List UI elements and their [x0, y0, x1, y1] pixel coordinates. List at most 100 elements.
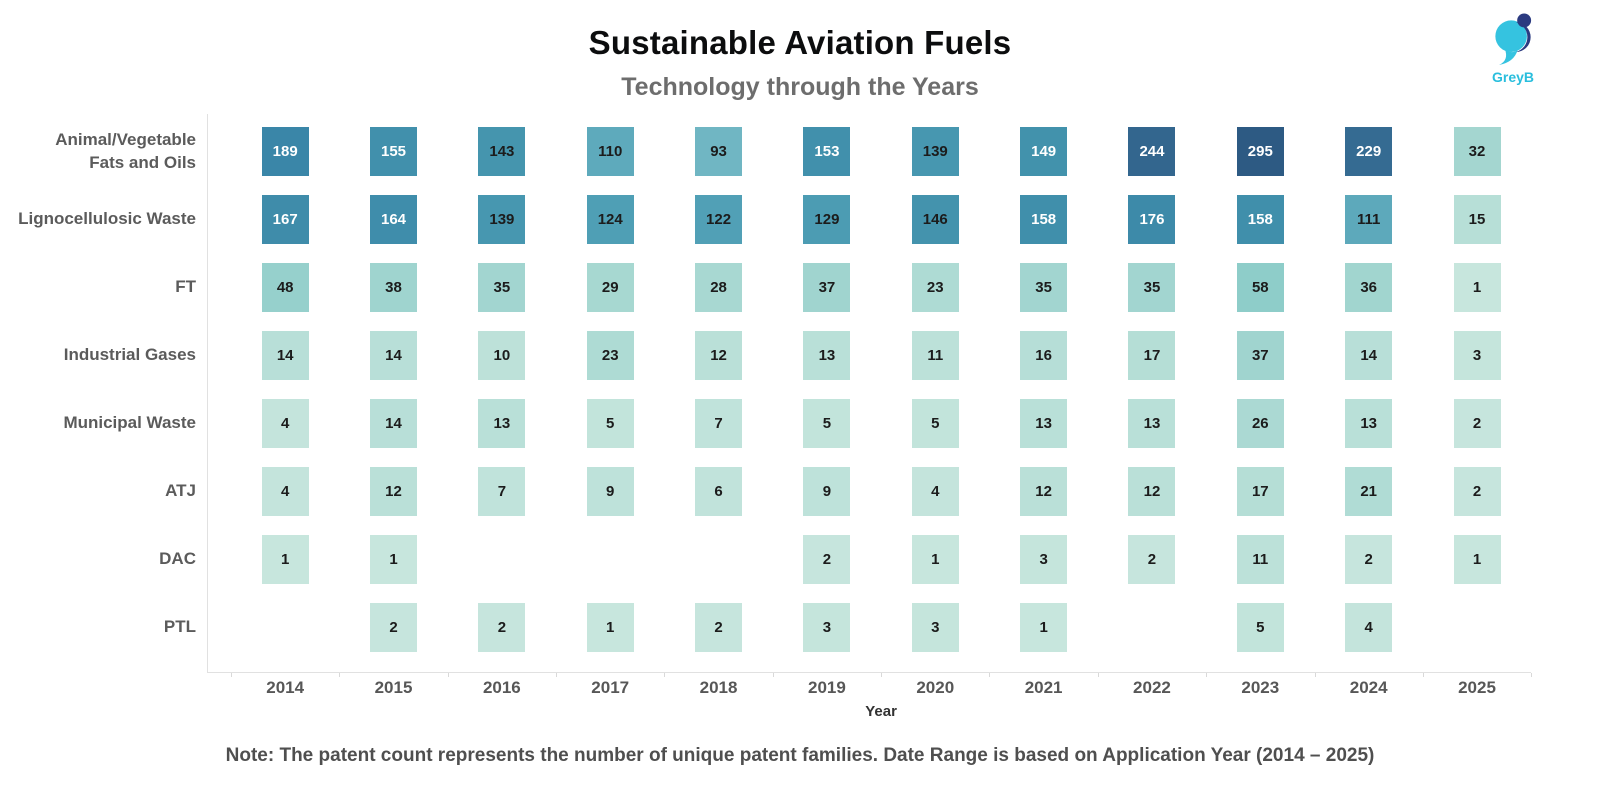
heatmap-cell[interactable]: 48	[261, 263, 309, 313]
heatmap-cell[interactable]: 2	[1453, 399, 1501, 449]
heatmap-cell[interactable]: 3	[803, 602, 851, 652]
heatmap-cell[interactable]: 23	[911, 263, 959, 313]
heatmap-cell[interactable]: 12	[695, 331, 743, 381]
cell-value: 13	[818, 347, 836, 365]
heatmap-cell[interactable]: 9	[803, 466, 851, 516]
heatmap-cell[interactable]: 35	[478, 263, 526, 313]
cell-value: 2	[389, 618, 398, 636]
heatmap-cell[interactable]: 36	[1345, 263, 1393, 313]
heatmap-cell[interactable]: 2	[1345, 534, 1393, 584]
heatmap-cell[interactable]: 146	[911, 195, 959, 245]
heatmap-cell[interactable]: 7	[478, 466, 526, 516]
heatmap-cell[interactable]: 4	[1345, 602, 1393, 652]
heatmap-cell[interactable]: 26	[1236, 399, 1284, 449]
heatmap-cell[interactable]: 1	[261, 534, 309, 584]
heatmap-cell[interactable]: 1	[1453, 263, 1501, 313]
heatmap-cell[interactable]: 37	[803, 263, 851, 313]
heatmap-cell[interactable]: 14	[370, 331, 418, 381]
heatmap-cell[interactable]: 32	[1453, 127, 1501, 177]
heatmap-cell[interactable]: 35	[1128, 263, 1176, 313]
heatmap-cell[interactable]: 4	[261, 466, 309, 516]
cell-value: 15	[1468, 211, 1486, 229]
heatmap-cell[interactable]: 158	[1020, 195, 1068, 245]
heatmap-cell[interactable]: 12	[1020, 466, 1068, 516]
heatmap-cell[interactable]: 5	[803, 399, 851, 449]
heatmap-cell[interactable]: 1	[370, 534, 418, 584]
heatmap-cell[interactable]: 5	[586, 399, 634, 449]
heatmap-cell[interactable]: 295	[1236, 127, 1284, 177]
heatmap-cell[interactable]: 13	[803, 331, 851, 381]
heatmap-cell[interactable]: 139	[911, 127, 959, 177]
heatmap-cell[interactable]: 158	[1236, 195, 1284, 245]
heatmap-cell[interactable]: 3	[1020, 534, 1068, 584]
heatmap-cell[interactable]: 23	[586, 331, 634, 381]
heatmap-cell[interactable]: 155	[370, 127, 418, 177]
heatmap-cell[interactable]: 167	[261, 195, 309, 245]
heatmap-cell[interactable]: 153	[803, 127, 851, 177]
heatmap-cell[interactable]: 2	[370, 602, 418, 652]
heatmap-cell[interactable]: 17	[1236, 466, 1284, 516]
heatmap-cell[interactable]: 2	[1128, 534, 1176, 584]
heatmap-cell[interactable]: 244	[1128, 127, 1176, 177]
heatmap-cell[interactable]: 1	[1020, 602, 1068, 652]
cell-value: 3	[1472, 347, 1482, 365]
heatmap-cell[interactable]: 7	[695, 399, 743, 449]
heatmap-cell[interactable]: 28	[695, 263, 743, 313]
heatmap-cell[interactable]: 93	[695, 127, 743, 177]
heatmap-cell[interactable]: 1	[586, 602, 634, 652]
cell-value: 13	[493, 415, 511, 433]
x-tick-label-2018: 2018	[699, 678, 738, 697]
heatmap-cell[interactable]: 12	[370, 466, 418, 516]
heatmap-cell[interactable]: 29	[586, 263, 634, 313]
heatmap-cell[interactable]: 2	[695, 602, 743, 652]
heatmap-cell[interactable]: 37	[1236, 331, 1284, 381]
heatmap-cell[interactable]: 2	[803, 534, 851, 584]
heatmap-cell[interactable]: 139	[478, 195, 526, 245]
heatmap-cell[interactable]: 129	[803, 195, 851, 245]
heatmap-cell[interactable]: 11	[1236, 534, 1284, 584]
x-tick-label-2024: 2024	[1349, 678, 1388, 697]
heatmap-cell[interactable]: 21	[1345, 466, 1393, 516]
heatmap-cell[interactable]: 14	[261, 331, 309, 381]
heatmap-cell[interactable]: 4	[261, 399, 309, 449]
heatmap-cell[interactable]: 12	[1128, 466, 1176, 516]
heatmap-cell[interactable]: 11	[911, 331, 959, 381]
heatmap-cell[interactable]: 4	[911, 466, 959, 516]
heatmap-cell[interactable]: 122	[695, 195, 743, 245]
heatmap-cell[interactable]: 5	[1236, 602, 1284, 652]
heatmap-cell[interactable]: 13	[1020, 399, 1068, 449]
heatmap-cell[interactable]: 2	[478, 602, 526, 652]
heatmap-cell[interactable]: 143	[478, 127, 526, 177]
heatmap-cell[interactable]: 13	[1128, 399, 1176, 449]
heatmap-cell[interactable]: 17	[1128, 331, 1176, 381]
heatmap-cell[interactable]: 10	[478, 331, 526, 381]
heatmap-cell[interactable]: 176	[1128, 195, 1176, 245]
heatmap-cell[interactable]: 6	[695, 466, 743, 516]
heatmap-cell[interactable]: 5	[911, 399, 959, 449]
heatmap-cell[interactable]: 111	[1345, 195, 1393, 245]
heatmap-cell[interactable]: 15	[1453, 195, 1501, 245]
x-tick-label-2020: 2020	[916, 678, 955, 697]
heatmap-cell[interactable]: 35	[1020, 263, 1068, 313]
heatmap-cell[interactable]: 38	[370, 263, 418, 313]
heatmap-cell[interactable]: 9	[586, 466, 634, 516]
heatmap-cell[interactable]: 1	[1453, 534, 1501, 584]
heatmap-cell[interactable]: 3	[911, 602, 959, 652]
heatmap-cell[interactable]: 110	[586, 127, 634, 177]
heatmap-cell[interactable]: 16	[1020, 331, 1068, 381]
heatmap-cell[interactable]: 14	[1345, 331, 1393, 381]
page-title: Sustainable Aviation Fuels	[588, 24, 1012, 61]
heatmap-cell[interactable]: 149	[1020, 127, 1068, 177]
heatmap-cell[interactable]: 13	[478, 399, 526, 449]
heatmap-cell[interactable]: 58	[1236, 263, 1284, 313]
heatmap-cell[interactable]: 124	[586, 195, 634, 245]
heatmap-cell[interactable]: 1	[911, 534, 959, 584]
heatmap-cell[interactable]: 3	[1453, 331, 1501, 381]
heatmap-cell[interactable]: 189	[261, 127, 309, 177]
heatmap-cell[interactable]: 229	[1345, 127, 1393, 177]
heatmap-cell[interactable]: 14	[370, 399, 418, 449]
heatmap-cell[interactable]: 13	[1345, 399, 1393, 449]
heatmap-cell[interactable]: 2	[1453, 466, 1501, 516]
heatmap-cell[interactable]: 164	[370, 195, 418, 245]
